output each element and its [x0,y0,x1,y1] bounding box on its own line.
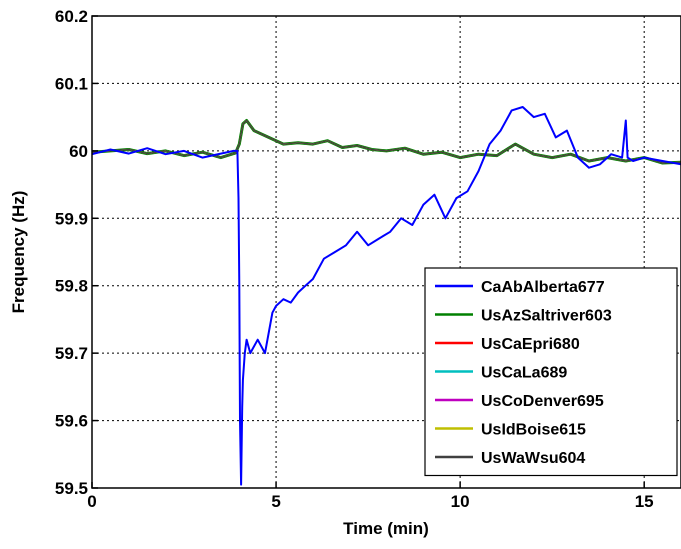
legend-label: UsWaWsu604 [481,450,585,467]
legend-label: UsIdBoise615 [481,422,586,439]
legend: CaAbAlberta677 UsAzSaltriver603 UsCaEpri68… [424,267,678,477]
legend-label: CaAbAlberta677 [481,279,605,296]
axis-ticks: 0 5 10 15 59.5 59.6 59.7 59.8 59.9 60 60.1 60.2 [55,7,654,511]
plot-frame [91,15,681,489]
y-tick-label: 59.5 [55,479,88,498]
y-tick-label: 59.6 [55,412,88,431]
x-tick-label: 15 [635,492,654,511]
legend-label: UsAzSaltriver603 [481,308,612,325]
series-lines [91,106,681,486]
series-line-CaAbAlberta677 [91,106,681,486]
y-tick-label: 60.1 [55,74,88,93]
y-tick-label: 59.8 [55,277,88,296]
y-tick-label: 60.2 [55,7,88,26]
x-axis-label: Time (min) [343,519,429,538]
y-axis-label: Frequency (Hz) [9,191,28,314]
x-tick-label: 5 [271,492,280,511]
y-tick-label: 60 [69,142,88,161]
legend-label: UsCoDenver695 [481,393,604,410]
legend-label: UsCaEpri680 [481,336,580,353]
y-tick-label: 59.9 [55,209,88,228]
series-line-UsWaWsu604 [91,119,681,164]
legend-label: UsCaLa689 [481,365,567,382]
x-tick-label: 10 [451,492,470,511]
y-tick-label: 59.7 [55,344,88,363]
x-tick-label: 0 [87,492,96,511]
